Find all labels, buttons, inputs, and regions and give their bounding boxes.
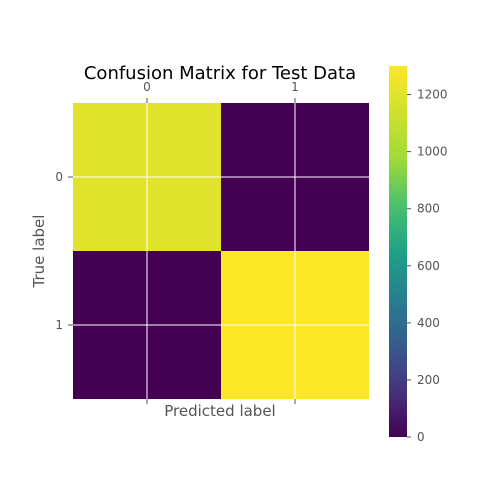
colorbar-tick-label-6: 1200 <box>417 88 448 102</box>
colorbar-ticks: 0 200 400 600 800 1000 1200 <box>407 88 448 444</box>
colorbar-tick-label-4: 800 <box>417 202 440 216</box>
y-tick-label-0: 0 <box>55 170 63 184</box>
colorbar-tick-label-3: 600 <box>417 259 440 273</box>
heatmap-gridlines <box>73 103 369 399</box>
x-tick-label-1: 1 <box>291 80 299 94</box>
colorbar-tick-label-0: 0 <box>417 430 425 444</box>
x-tick-label-0: 0 <box>143 80 151 94</box>
colorbar-tick-label-1: 200 <box>417 373 440 387</box>
y-axis-ticks: 01 <box>55 170 73 332</box>
y-tick-label-1: 1 <box>55 318 63 332</box>
chart-title: Confusion Matrix for Test Data <box>84 63 356 84</box>
x-axis-label: Predicted label <box>164 402 275 420</box>
colorbar-tick-label-5: 1000 <box>417 145 448 159</box>
y-axis-label: True label <box>30 215 48 289</box>
colorbar-tick-label-2: 400 <box>417 316 440 330</box>
colorbar <box>389 66 407 437</box>
heatmap-cells <box>73 103 369 399</box>
